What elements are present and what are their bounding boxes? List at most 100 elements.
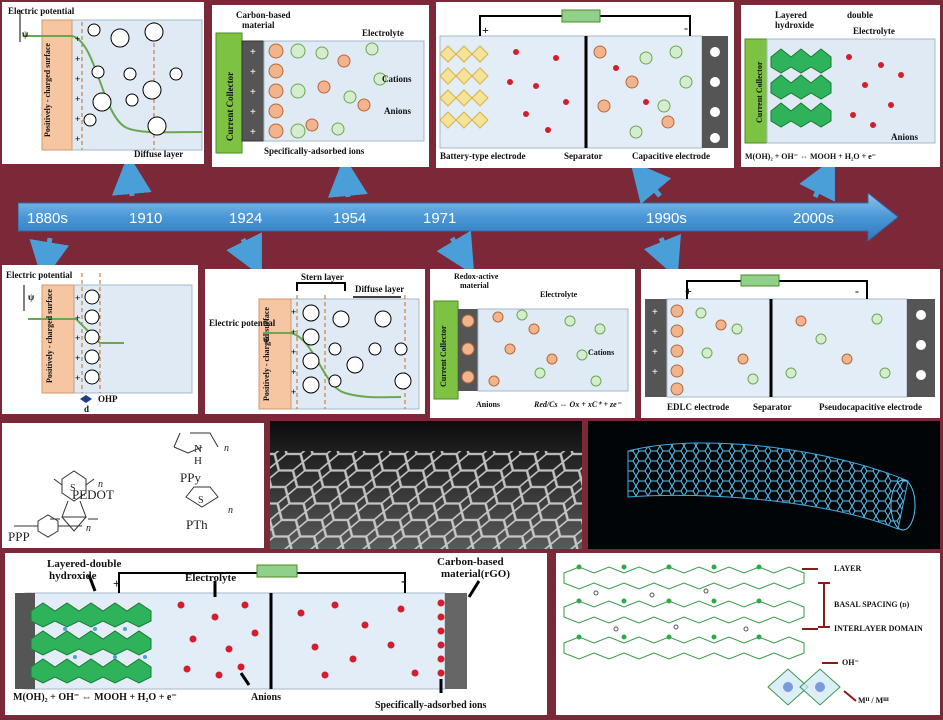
ldh-anions-label: Anions xyxy=(891,132,919,142)
panel-hybrid-edlc-1990s: + + + + + - EDLC electrode Separator Pseudo… xyxy=(641,269,940,418)
edlc-anions-label: Anions xyxy=(384,106,412,116)
helmholtz-psi: ψ xyxy=(28,292,35,302)
hybrid-ldh-label-1: Layered-double xyxy=(47,558,122,570)
svg-text:+: + xyxy=(75,293,80,303)
pedot-sulfur: S xyxy=(70,483,76,494)
ldh-label-2: hydroxide xyxy=(775,20,814,30)
svg-text:+: + xyxy=(250,47,256,58)
edlc-electrode-label: EDLC electrode xyxy=(667,402,730,412)
pseudocap-equation: Red/Cs ⇔ Ox + xC⁺ + ze⁻ xyxy=(534,400,621,409)
pseudocap-collector-label: Current Collector xyxy=(439,325,448,387)
link-arrow-1910 xyxy=(111,154,152,197)
stern-psi: ψ xyxy=(263,334,270,344)
tick-1910: 1910 xyxy=(129,210,163,227)
svg-text:+: + xyxy=(652,367,658,378)
helmholtz-surface-label: Positively - charged surface xyxy=(45,289,54,383)
hybrid-carbon-label-2: material(rGO) xyxy=(441,568,511,580)
svg-text:+: + xyxy=(75,313,80,323)
redox-label-2: material xyxy=(460,281,489,290)
edlc-cations-label: Cations xyxy=(382,74,412,84)
panel-edlc-1954: + + + + + Current Collector Carbon-based mat… xyxy=(212,5,429,167)
link-arrow-1954 xyxy=(327,156,368,198)
svg-text:+: + xyxy=(652,347,658,358)
pseudocap-electrolyte-label: Electrolyte xyxy=(540,290,578,299)
tick-1924: 1924 xyxy=(229,210,263,227)
pth-sulfur: S xyxy=(198,495,204,506)
stern-surface-label: Positively - charged surface xyxy=(262,307,271,401)
hybrid-edlc-diagram: + + + + xyxy=(645,274,935,398)
stern-diagram: + + + + + xyxy=(258,282,420,410)
edlc-collector-label: Current Collector xyxy=(225,71,235,141)
panel-conducting-polymers: N H n PPy S n PEDOT S n PTh n PPP xyxy=(2,423,264,548)
svg-text:+: + xyxy=(291,367,296,377)
hybrid-plus: + xyxy=(113,576,121,591)
panel-ldh-rgo-hybrid: Layered-double hydroxide + Electrolyte -… xyxy=(5,553,547,715)
link-arrow-1880s xyxy=(29,237,70,282)
hybrid-equation: M(OH)₂ + OH⁻ ⇔ MOOH + H₂O + e⁻ xyxy=(13,692,177,703)
stern-diffuse-label: Diffuse layer xyxy=(355,284,405,294)
panel-ldh-structure: LAYER BASAL SPACING (d) INTERLAYER DOMAI… xyxy=(556,553,940,715)
hybrid-top-plus: + xyxy=(482,23,489,37)
redox-label-1: Redox-active xyxy=(454,272,499,281)
pseudocap-anions-label: Anions xyxy=(476,400,501,409)
hybrid-battery-diagram xyxy=(439,9,728,149)
pseudocap-diagram xyxy=(433,300,629,400)
ohp-label: OHP xyxy=(98,394,118,404)
capacitive-electrode-label: Capacitive electrode xyxy=(632,151,711,161)
svg-text:+: + xyxy=(250,127,256,138)
ldh-equation: M(OH)₂ + OH⁻ ⇔ MOOH + H₂O + e⁻ xyxy=(745,152,876,161)
edlc-adsorbed-label: Specifically-adsorbed ions xyxy=(264,146,365,156)
ldh-layer-label: LAYER xyxy=(834,564,862,573)
gouy-psi: ψ xyxy=(22,29,29,39)
graphene-lattice xyxy=(270,421,582,549)
panel-helmholtz-1880s: + + + + + Electric potential ψ Positively - … xyxy=(2,265,198,414)
panel-hybrid-battery-1990s: + - Battery-type electrode Separator Cap… xyxy=(436,2,734,168)
hybrid-bottom-separator-label: Separator xyxy=(753,402,792,412)
svg-text:+: + xyxy=(75,333,80,343)
ldh-metal-label: Mᴵᴵ / Mᴵᴵᴵ xyxy=(858,696,889,705)
hybrid-bottom-plus: + xyxy=(685,284,692,298)
tick-1880s: 1880s xyxy=(27,210,68,227)
hybrid-adsorbed-label: Specifically-adsorbed ions xyxy=(375,700,487,711)
svg-text:+: + xyxy=(75,373,80,383)
edlc-material-label: material xyxy=(242,20,275,30)
pth-label: PTh xyxy=(186,517,208,532)
panel-pseudocap-1971: Current Collector Redox-active material … xyxy=(430,269,635,418)
svg-text:+: + xyxy=(652,307,658,318)
link-arrow-1971 xyxy=(436,230,475,276)
stern-title: Electric potential xyxy=(209,318,276,328)
nanotube-structure xyxy=(627,442,916,531)
pedot-label: PEDOT xyxy=(72,487,114,502)
tick-1990s: 1990s xyxy=(646,210,687,227)
stern-layer-label: Stern layer xyxy=(301,272,344,282)
svg-text:+: + xyxy=(291,347,296,357)
svg-text:+: + xyxy=(75,54,80,64)
ldh-diagram xyxy=(744,38,936,144)
ldh-label-double: double xyxy=(847,10,874,20)
pth-subscript: n xyxy=(228,505,233,516)
ldh-oh-label: OH⁻ xyxy=(842,658,859,667)
gouy-surface-label: Positively - charged surface xyxy=(43,43,52,137)
tick-2000s: 2000s xyxy=(793,210,834,227)
hybrid-electrolyte-label: Electrolyte xyxy=(185,572,237,584)
tick-1971: 1971 xyxy=(423,210,457,227)
hybrid-minus: - xyxy=(401,574,406,589)
hybrid-anions-label: Anions xyxy=(251,692,282,703)
pedot-subscript: n xyxy=(98,479,103,490)
pseudocap-cations-label: Cations xyxy=(588,348,615,357)
ldh-collector-label: Current Collector xyxy=(755,61,764,123)
tick-1954: 1954 xyxy=(333,210,367,227)
link-arrow-1990s-top xyxy=(630,160,672,205)
link-arrow-2000s xyxy=(799,157,835,202)
ppp-label: PPP xyxy=(8,529,30,544)
helmholtz-d-label: d xyxy=(84,404,90,414)
ppy-hydrogen: H xyxy=(194,455,202,467)
ldh-rgo-diagram xyxy=(15,564,481,693)
helmholtz-title: Electric potential xyxy=(6,270,73,280)
svg-text:+: + xyxy=(75,34,80,44)
ppy-label: PPy xyxy=(180,470,201,485)
ppp-subscript: n xyxy=(86,523,91,534)
svg-text:+: + xyxy=(75,94,80,104)
ldh-label-1: Layered xyxy=(775,10,807,20)
hybrid-bottom-minus: - xyxy=(855,284,859,298)
